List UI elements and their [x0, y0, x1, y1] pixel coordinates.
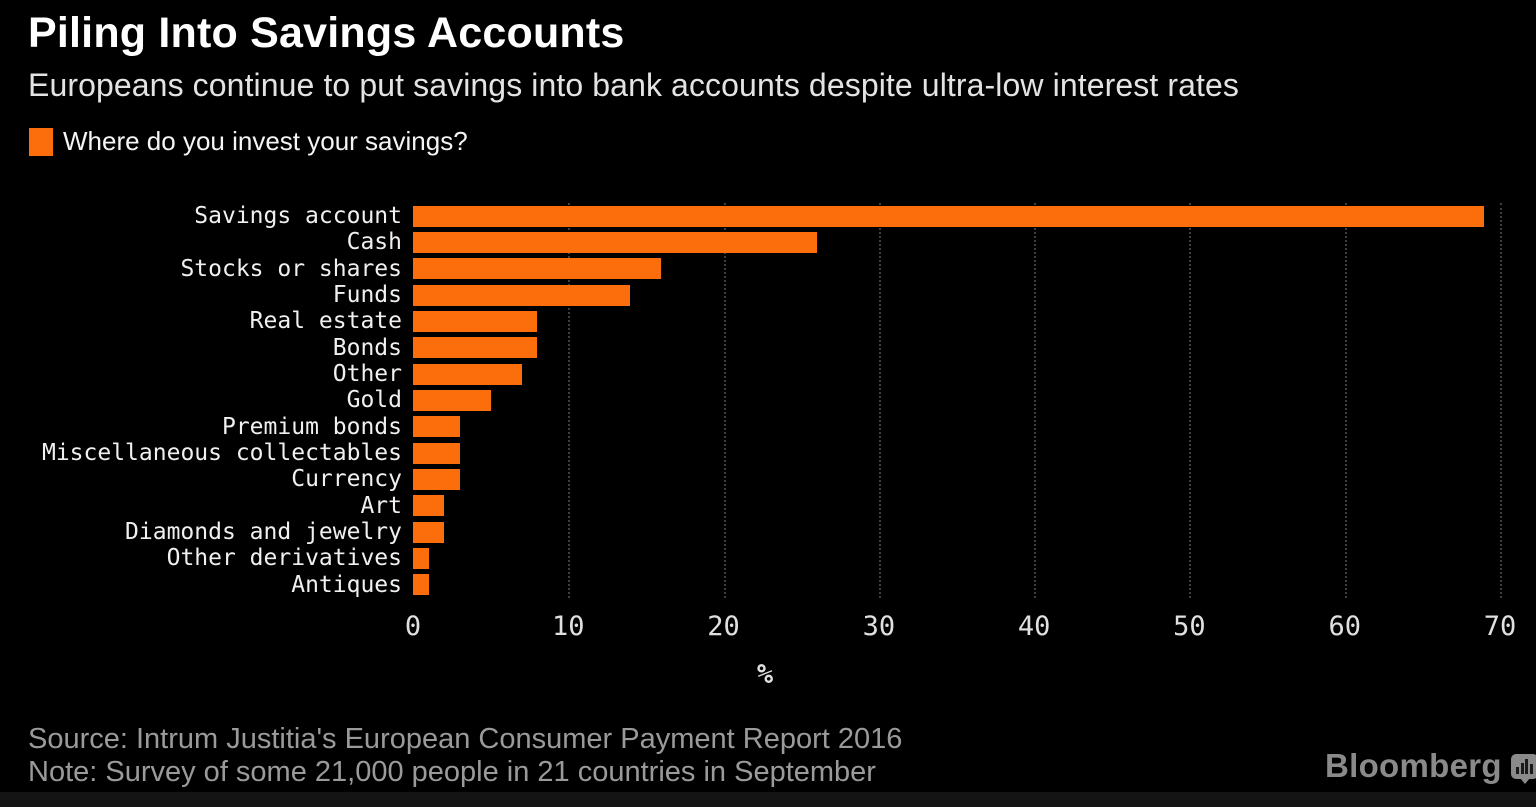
category-label: Savings account: [194, 203, 402, 229]
x-tick-label: 10: [552, 611, 585, 642]
bar: [413, 521, 445, 543]
gridline: [568, 203, 571, 598]
x-tick-label: 60: [1328, 611, 1361, 642]
category-label: Gold: [346, 387, 402, 414]
category-label: Diamonds and jewelry: [125, 518, 402, 545]
x-tick-label: 20: [707, 611, 740, 642]
bar: [413, 284, 631, 306]
gridline: [1500, 203, 1502, 598]
gridline: [723, 203, 726, 598]
category-label: Currency: [291, 466, 402, 493]
bar: [413, 548, 429, 569]
plot-area: [413, 203, 1502, 598]
x-tick-label: 0: [404, 611, 422, 642]
legend-label: Where do you invest your savings?: [63, 126, 468, 156]
bar: [413, 337, 538, 359]
bar: [413, 232, 817, 253]
bar-chart-speech-bubble-icon: [1510, 753, 1536, 784]
gridline: [1189, 203, 1192, 598]
page-subtitle: Europeans continue to put savings into b…: [28, 67, 1239, 103]
bar: [413, 416, 460, 438]
category-axis: Savings account Cash Stocks or shares Funds…: [0, 203, 402, 598]
category-label: Cash: [346, 229, 402, 256]
category-label: Other derivatives: [166, 545, 402, 572]
category-label: Funds: [332, 281, 402, 308]
legend: Where do you invest your savings?: [29, 126, 468, 157]
bar: [413, 495, 445, 517]
x-axis-unit-label: %: [756, 659, 774, 690]
category-label: Antiques: [291, 571, 402, 598]
source-line: Source: Intrum Justitia's European Consu…: [28, 723, 903, 755]
x-tick-label: 50: [1173, 611, 1206, 642]
gridline: [1034, 203, 1037, 598]
category-label: Miscellaneous collectables: [41, 439, 402, 466]
note-line: Note: Survey of some 21,000 people in 21…: [28, 755, 876, 788]
legend-swatch-icon: [29, 127, 53, 156]
bar: [413, 205, 1485, 227]
bar: [413, 574, 429, 596]
gridline: [1344, 203, 1347, 598]
x-tick-label: 40: [1017, 611, 1051, 642]
bloomberg-logo: Bloomberg: [1325, 747, 1536, 785]
x-tick-label: 30: [862, 611, 896, 642]
category-label: Art: [360, 492, 402, 519]
category-label: Bonds: [332, 334, 402, 361]
category-label: Real estate: [249, 308, 402, 335]
x-axis: 0 10 20 30 40 50 60 70: [405, 611, 1516, 643]
footer: Source: Intrum Justitia's European Consu…: [28, 723, 902, 788]
bloomberg-wordmark: Bloomberg: [1325, 747, 1502, 784]
category-label: Stocks or shares: [180, 255, 402, 282]
category-label: Premium bonds: [221, 413, 402, 440]
bar: [413, 442, 460, 464]
bar: [413, 390, 491, 411]
category-label: Other: [332, 360, 402, 387]
bar: [413, 363, 522, 385]
bar: [413, 311, 538, 332]
gridline: [878, 203, 881, 598]
bar: [413, 469, 460, 490]
x-tick-label: 70: [1483, 611, 1517, 642]
bar: [413, 258, 662, 280]
bottom-edge-strip: [0, 792, 1536, 807]
page-title: Piling Into Savings Accounts: [28, 9, 625, 57]
